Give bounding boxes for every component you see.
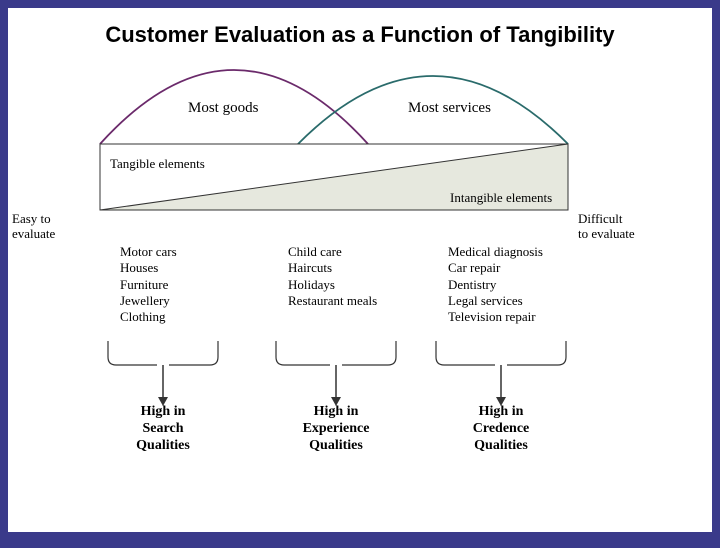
- axis-left-label: Easy toevaluate: [12, 212, 72, 242]
- quality-label: High inExperienceQualities: [276, 404, 396, 454]
- example-column: Child careHaircutsHolidaysRestaurant mea…: [288, 244, 377, 309]
- example-item: Jewellery: [120, 293, 177, 309]
- quality-label: High inSearchQualities: [108, 404, 218, 454]
- example-item: Legal services: [448, 293, 543, 309]
- axis-right-label: Difficultto evaluate: [578, 212, 648, 242]
- example-item: Clothing: [120, 309, 177, 325]
- example-item: Motor cars: [120, 244, 177, 260]
- bracket-arrow: [426, 339, 576, 407]
- label-intangible: Intangible elements: [450, 190, 552, 206]
- example-column: Medical diagnosisCar repairDentistryLega…: [448, 244, 543, 325]
- example-item: Restaurant meals: [288, 293, 377, 309]
- example-item: Television repair: [448, 309, 543, 325]
- quality-label: High inCredenceQualities: [436, 404, 566, 454]
- example-item: Furniture: [120, 277, 177, 293]
- example-item: Haircuts: [288, 260, 377, 276]
- example-column: Motor carsHousesFurnitureJewelleryClothi…: [120, 244, 177, 325]
- bracket-arrow: [98, 339, 228, 407]
- example-item: Child care: [288, 244, 377, 260]
- bracket-arrow: [266, 339, 406, 407]
- label-tangible: Tangible elements: [110, 156, 205, 172]
- example-item: Holidays: [288, 277, 377, 293]
- example-item: Houses: [120, 260, 177, 276]
- example-item: Medical diagnosis: [448, 244, 543, 260]
- diagram-area: Most goods Most services Tangible elemen…: [48, 64, 688, 524]
- slide-title: Customer Evaluation as a Function of Tan…: [8, 22, 712, 48]
- example-item: Car repair: [448, 260, 543, 276]
- example-item: Dentistry: [448, 277, 543, 293]
- slide: Customer Evaluation as a Function of Tan…: [8, 8, 712, 532]
